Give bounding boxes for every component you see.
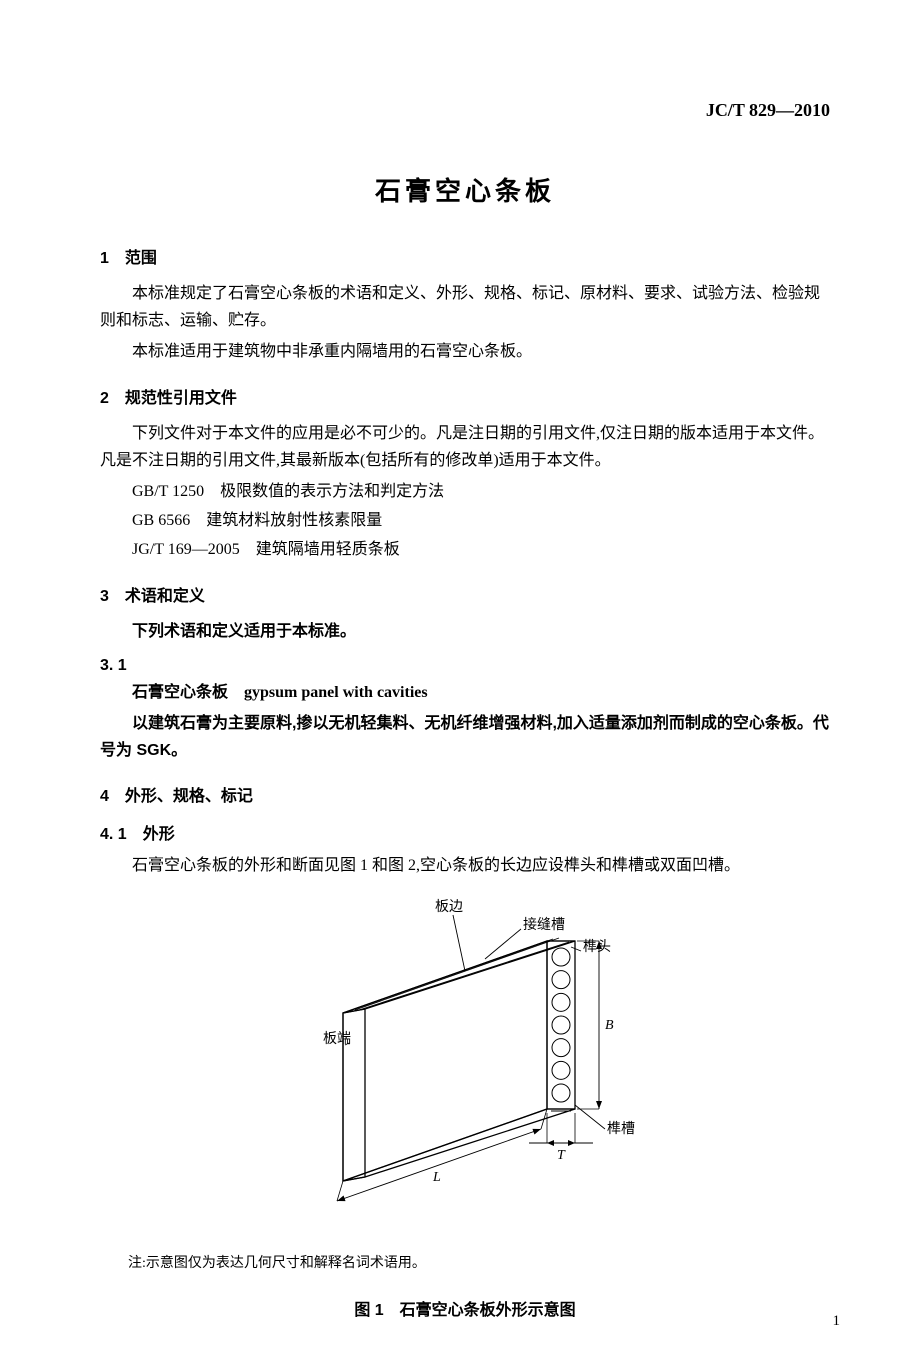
- section-2-para-1: 下列文件对于本文件的应用是必不可少的。凡是注日期的引用文件,仅注日期的版本适用于…: [100, 420, 830, 474]
- section-4-heading: 4 外形、规格、标记: [100, 782, 830, 806]
- section-2-ref-1: GB/T 1250 极限数值的表示方法和判定方法: [132, 478, 830, 505]
- svg-text:接缝槽: 接缝槽: [523, 916, 565, 933]
- section-4-1-num: 4. 1: [100, 826, 127, 843]
- section-1-para-2: 本标准适用于建筑物中非承重内隔墙用的石膏空心条板。: [100, 338, 830, 365]
- section-3-num: 3: [100, 588, 109, 605]
- figure-1-svg: 板边接缝槽榫头板端榫槽BLT: [285, 893, 645, 1233]
- page-number: 1: [833, 1313, 841, 1330]
- figure-1: 板边接缝槽榫头板端榫槽BLT: [100, 893, 830, 1238]
- section-1-title: 范围: [125, 250, 157, 267]
- svg-text:B: B: [605, 1018, 614, 1033]
- section-4-num: 4: [100, 788, 109, 805]
- svg-text:T: T: [557, 1148, 566, 1163]
- document-title: 石膏空心条板: [100, 171, 830, 208]
- svg-text:榫槽: 榫槽: [607, 1121, 635, 1137]
- term-en: gypsum panel with cavities: [244, 684, 428, 701]
- section-4-1-heading: 4. 1 外形: [100, 820, 830, 844]
- document-code: JC/T 829—2010: [100, 100, 830, 121]
- term-definition: 以建筑石膏为主要原料,掺以无机轻集料、无机纤维增强材料,加入适量添加剂而制成的空…: [100, 710, 830, 764]
- section-2-heading: 2 规范性引用文件: [100, 384, 830, 408]
- section-2-ref-2: GB 6566 建筑材料放射性核素限量: [132, 507, 830, 534]
- section-1-para-1: 本标准规定了石膏空心条板的术语和定义、外形、规格、标记、原材料、要求、试验方法、…: [100, 280, 830, 334]
- figure-1-note: 注:示意图仅为表达几何尺寸和解释名词术语用。: [128, 1252, 830, 1272]
- svg-text:L: L: [432, 1170, 441, 1185]
- section-3-heading: 3 术语和定义: [100, 582, 830, 606]
- section-2-num: 2: [100, 390, 109, 407]
- section-1-heading: 1 范围: [100, 244, 830, 268]
- section-4-1-para: 石膏空心条板的外形和断面见图 1 和图 2,空心条板的长边应设榫头和榫槽或双面凹…: [100, 852, 830, 879]
- section-2-ref-3: JG/T 169—2005 建筑隔墙用轻质条板: [132, 536, 830, 563]
- section-3-title: 术语和定义: [125, 588, 205, 605]
- svg-text:板边: 板边: [435, 899, 463, 915]
- section-3-1-num: 3. 1: [100, 657, 830, 675]
- section-4-title: 外形、规格、标记: [125, 788, 253, 805]
- section-1-num: 1: [100, 250, 109, 267]
- term-cn: 石膏空心条板: [132, 684, 228, 701]
- section-4-1-title: 外形: [143, 826, 175, 843]
- term-line: 石膏空心条板 gypsum panel with cavities: [100, 679, 830, 706]
- section-3-para-1: 下列术语和定义适用于本标准。: [100, 618, 830, 645]
- svg-text:板端: 板端: [323, 1031, 351, 1047]
- figure-1-caption: 图 1 石膏空心条板外形示意图: [100, 1296, 830, 1320]
- section-2-title: 规范性引用文件: [125, 390, 237, 407]
